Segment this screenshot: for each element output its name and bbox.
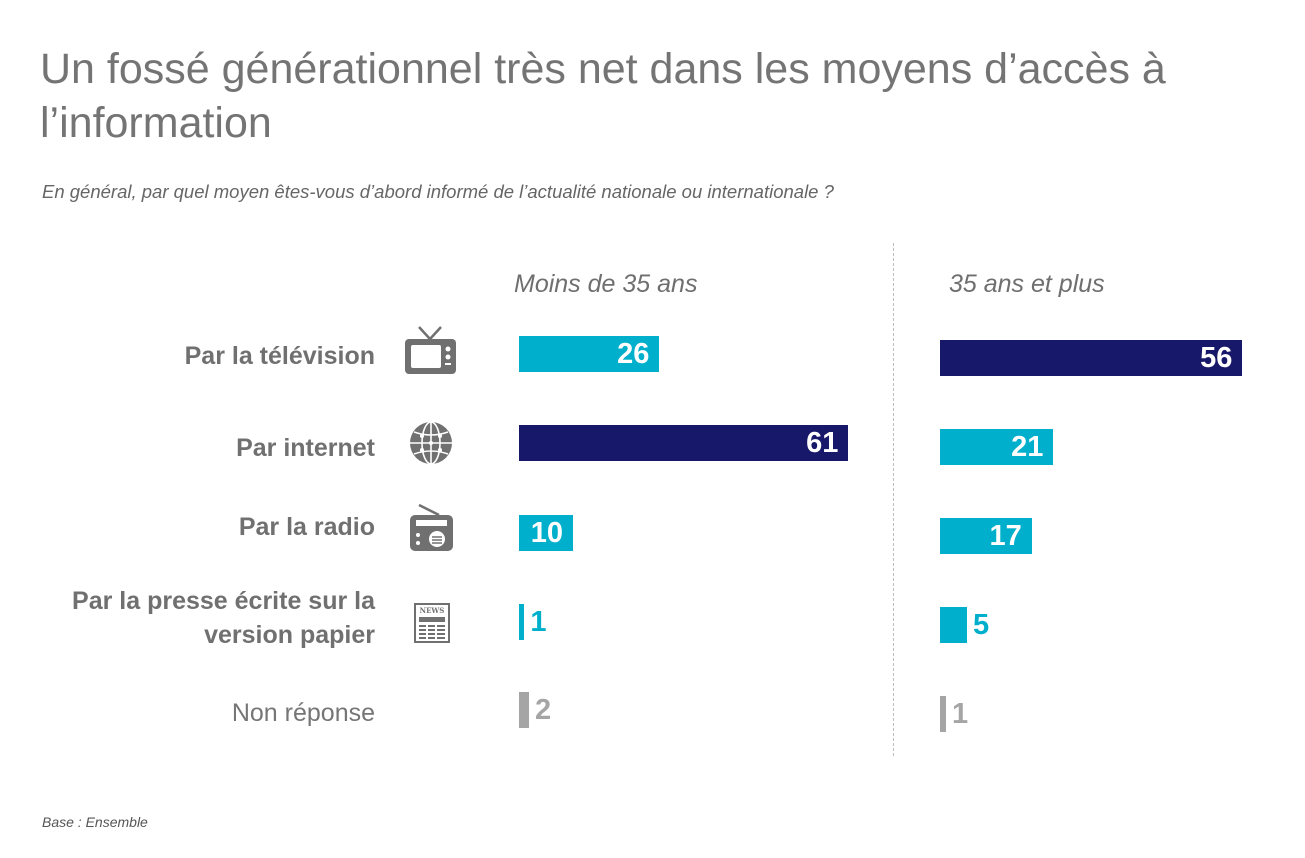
bar-35-plus-radio	[940, 518, 1032, 554]
globe-icon	[410, 421, 452, 465]
value-label-under-35-television: 26	[617, 338, 650, 370]
value-label-35-plus-non-reponse: 1	[952, 698, 969, 730]
chart-title: Un fossé générationnel très net dans les…	[40, 45, 1166, 147]
category-label-radio: Par la radio	[238, 513, 375, 541]
category-label-television: Par la télévision	[184, 342, 375, 370]
value-label-35-plus-television: 56	[1200, 342, 1233, 374]
base-note: Base : Ensemble	[42, 814, 148, 830]
value-label-35-plus-radio: 17	[989, 520, 1022, 552]
bar-35-plus-internet	[940, 429, 1054, 465]
radio-icon	[410, 503, 453, 551]
newspaper-icon-text: NEWS	[420, 606, 445, 615]
bar-under-35-presse	[519, 604, 525, 640]
newspaper-icon: NEWS	[414, 603, 450, 643]
bar-under-35-television	[519, 336, 660, 372]
bar-35-plus-presse	[940, 607, 967, 643]
bar-under-35-non-reponse	[519, 692, 529, 728]
value-label-under-35-internet: 61	[806, 427, 839, 459]
value-label-under-35-presse: 1	[530, 606, 547, 638]
value-label-under-35-radio: 10	[530, 517, 563, 549]
category-label-non-reponse: Non réponse	[231, 699, 375, 727]
bar-35-plus-non-reponse	[940, 696, 946, 732]
bar-under-35-radio	[519, 515, 573, 551]
chart-subtitle: En général, par quel moyen êtes-vous d’a…	[42, 181, 834, 202]
category-label-internet: Par internet	[236, 434, 375, 462]
series-divider	[893, 243, 894, 756]
category-label-presse: Par la presse écrite sur la version papi…	[72, 587, 375, 649]
series-header-35-plus: 35 ans et plus	[949, 270, 1105, 298]
bar-under-35-internet	[519, 425, 849, 461]
tv-icon	[405, 326, 456, 374]
bar-35-plus-television	[940, 340, 1243, 376]
value-label-35-plus-internet: 21	[1011, 431, 1044, 463]
series-header-under-35: Moins de 35 ans	[514, 270, 698, 298]
value-label-under-35-non-reponse: 2	[535, 694, 552, 726]
value-label-35-plus-presse: 5	[973, 609, 990, 641]
